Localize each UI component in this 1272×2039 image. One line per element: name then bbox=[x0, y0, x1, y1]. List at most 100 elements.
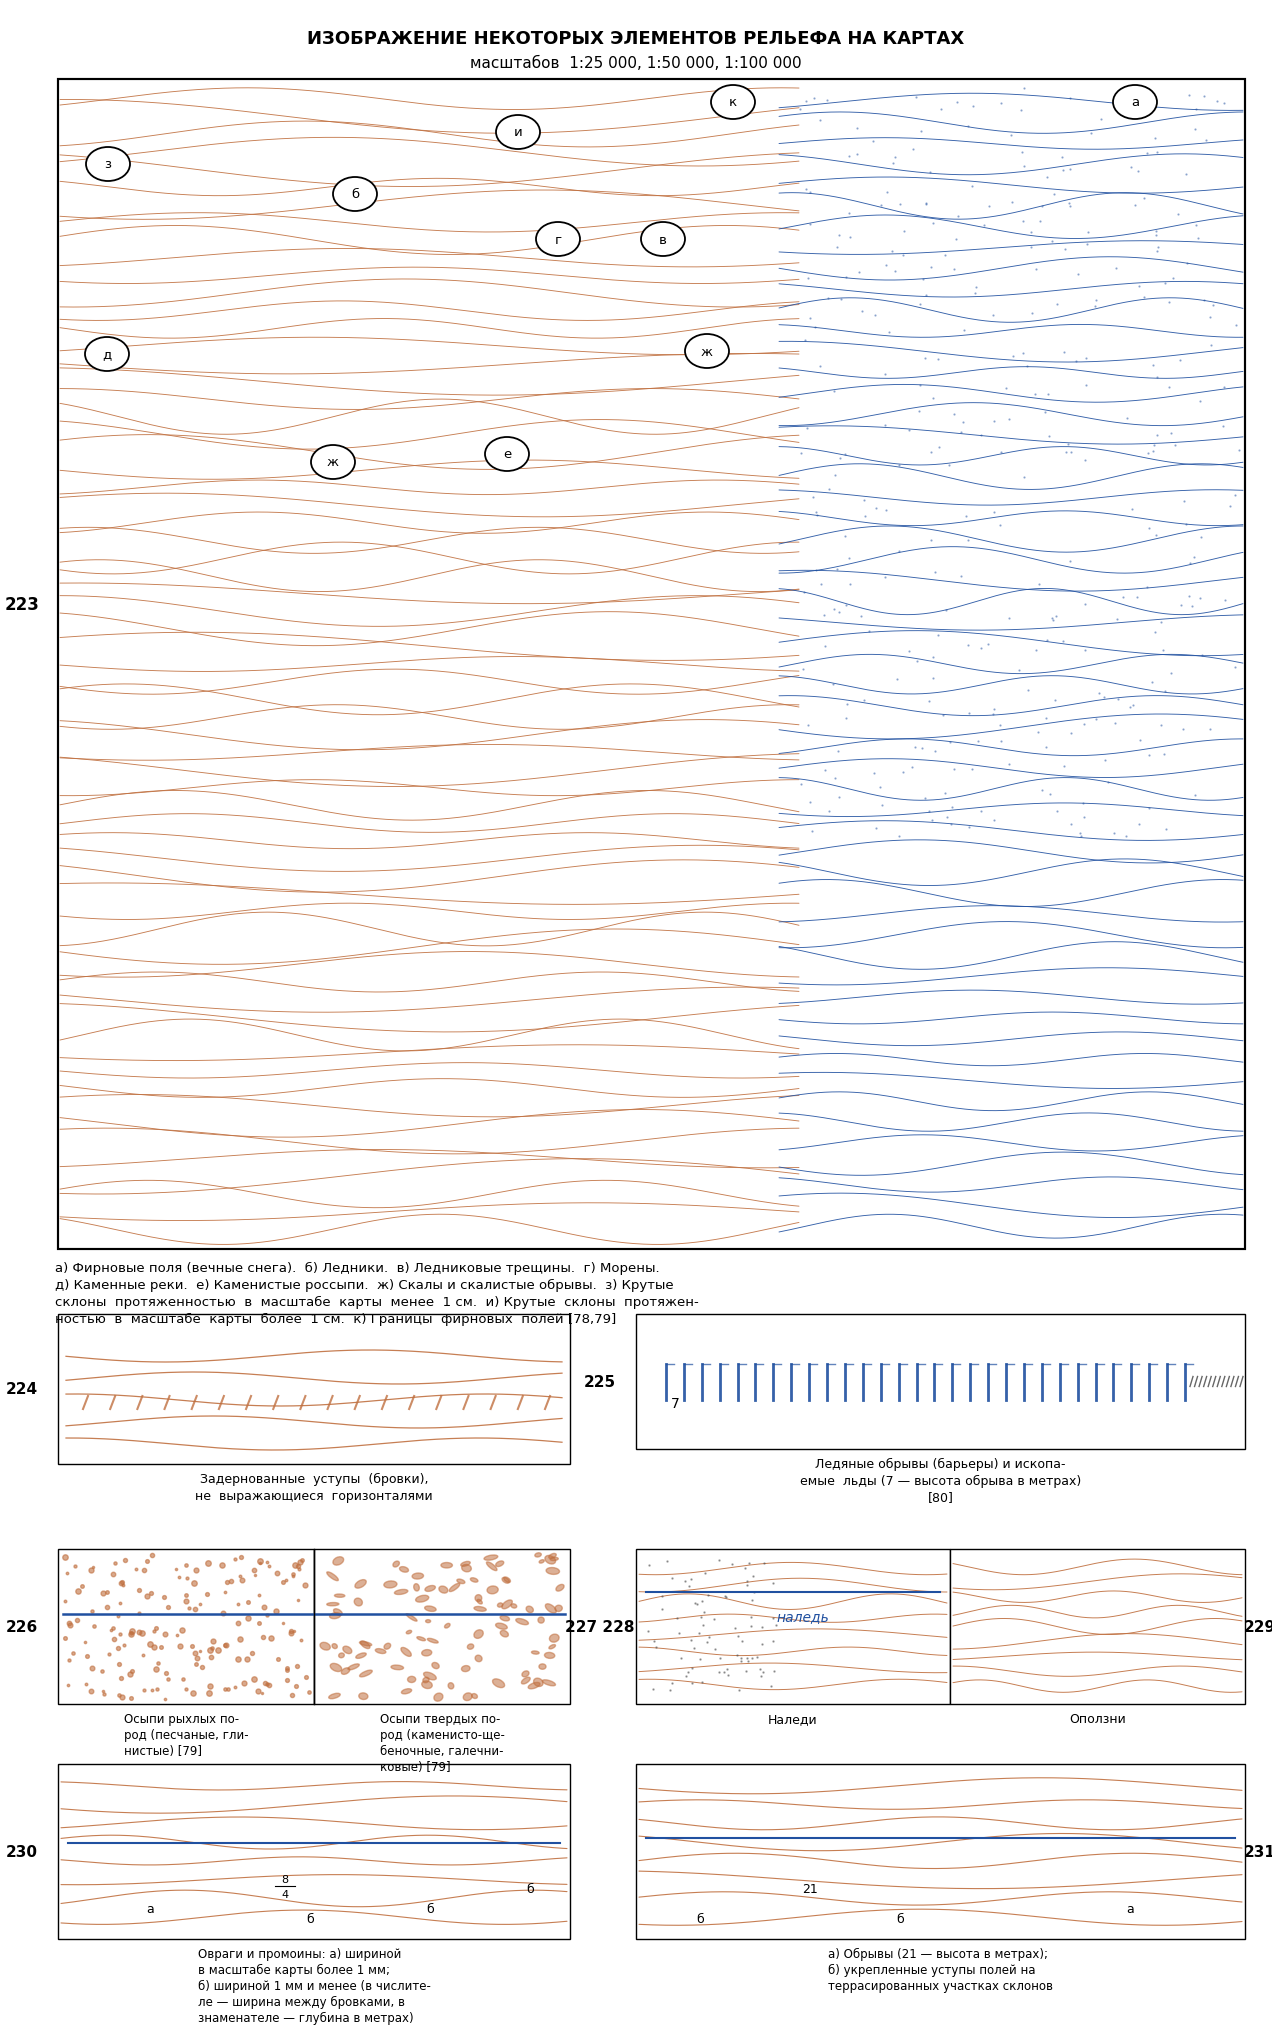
Ellipse shape bbox=[393, 1562, 399, 1568]
Ellipse shape bbox=[356, 1654, 366, 1658]
Ellipse shape bbox=[321, 1643, 331, 1650]
Bar bbox=[59, 1315, 570, 1464]
Ellipse shape bbox=[427, 1639, 438, 1643]
Ellipse shape bbox=[544, 1652, 555, 1658]
Ellipse shape bbox=[412, 1574, 424, 1580]
Text: к: к bbox=[729, 96, 736, 110]
Ellipse shape bbox=[462, 1564, 472, 1572]
Ellipse shape bbox=[544, 1556, 556, 1564]
Text: б: б bbox=[897, 1913, 904, 1925]
Text: 224: 224 bbox=[6, 1382, 38, 1397]
Bar bbox=[59, 1550, 314, 1705]
Ellipse shape bbox=[527, 1607, 533, 1613]
Ellipse shape bbox=[556, 1584, 563, 1590]
Ellipse shape bbox=[335, 1594, 345, 1597]
Text: в: в bbox=[659, 232, 667, 247]
Ellipse shape bbox=[686, 334, 729, 369]
Ellipse shape bbox=[485, 438, 529, 471]
Ellipse shape bbox=[542, 1680, 556, 1686]
Ellipse shape bbox=[422, 1650, 431, 1656]
Ellipse shape bbox=[536, 222, 580, 257]
Ellipse shape bbox=[394, 1590, 408, 1594]
Ellipse shape bbox=[384, 1643, 391, 1650]
Ellipse shape bbox=[501, 1601, 513, 1609]
Ellipse shape bbox=[496, 1562, 504, 1566]
Text: Овраги и промоины: а) шириной
в масштабе карты более 1 мм;
б) шириной 1 мм и мен: Овраги и промоины: а) шириной в масштабе… bbox=[197, 1947, 430, 2025]
Ellipse shape bbox=[449, 1584, 459, 1592]
Text: 231: 231 bbox=[1244, 1843, 1272, 1860]
Text: б: б bbox=[351, 188, 359, 202]
Text: г: г bbox=[555, 232, 561, 247]
Text: б: б bbox=[426, 1902, 434, 1915]
Ellipse shape bbox=[355, 1580, 366, 1588]
Ellipse shape bbox=[407, 1676, 416, 1682]
Ellipse shape bbox=[500, 1615, 510, 1621]
Ellipse shape bbox=[532, 1652, 539, 1654]
Ellipse shape bbox=[338, 1654, 345, 1658]
Bar bbox=[636, 1315, 1245, 1450]
Bar bbox=[636, 1550, 950, 1705]
Ellipse shape bbox=[641, 222, 686, 257]
Ellipse shape bbox=[474, 1607, 486, 1611]
Ellipse shape bbox=[406, 1615, 417, 1621]
Ellipse shape bbox=[462, 1666, 471, 1672]
Ellipse shape bbox=[422, 1680, 432, 1688]
Ellipse shape bbox=[550, 1635, 560, 1641]
Ellipse shape bbox=[476, 1656, 482, 1662]
Ellipse shape bbox=[399, 1566, 408, 1572]
Ellipse shape bbox=[550, 1645, 556, 1650]
Ellipse shape bbox=[457, 1580, 464, 1584]
Ellipse shape bbox=[384, 1580, 397, 1588]
Bar bbox=[950, 1550, 1245, 1705]
Text: а: а bbox=[146, 1902, 154, 1915]
Ellipse shape bbox=[329, 1613, 341, 1619]
Text: е: е bbox=[502, 449, 511, 461]
Ellipse shape bbox=[425, 1586, 435, 1592]
Ellipse shape bbox=[333, 1609, 342, 1615]
Ellipse shape bbox=[463, 1692, 472, 1701]
Bar bbox=[59, 1764, 570, 1939]
Text: 230: 230 bbox=[6, 1843, 38, 1860]
Text: Наледи: Наледи bbox=[768, 1713, 818, 1725]
Text: 8: 8 bbox=[281, 1874, 289, 1884]
Text: б: б bbox=[527, 1882, 534, 1896]
Text: ж: ж bbox=[327, 457, 340, 469]
Ellipse shape bbox=[331, 1664, 342, 1672]
Ellipse shape bbox=[424, 1672, 436, 1680]
Ellipse shape bbox=[439, 1586, 448, 1592]
Text: з: з bbox=[104, 159, 112, 171]
Text: ИЗОБРАЖЕНИЕ НЕКОТОРЫХ ЭЛЕМЕНТОВ РЕЛЬЕФА НА КАРТАХ: ИЗОБРАЖЕНИЕ НЕКОТОРЫХ ЭЛЕМЕНТОВ РЕЛЬЕФА … bbox=[308, 31, 964, 49]
Ellipse shape bbox=[86, 149, 130, 181]
Ellipse shape bbox=[711, 86, 756, 120]
Ellipse shape bbox=[1113, 86, 1158, 120]
Ellipse shape bbox=[406, 1631, 412, 1633]
Ellipse shape bbox=[432, 1662, 439, 1668]
Ellipse shape bbox=[444, 1623, 450, 1629]
Ellipse shape bbox=[417, 1637, 426, 1641]
Ellipse shape bbox=[546, 1568, 560, 1574]
Ellipse shape bbox=[425, 1607, 436, 1611]
Ellipse shape bbox=[539, 1664, 546, 1670]
Text: а: а bbox=[1131, 96, 1138, 110]
Text: Оползни: Оползни bbox=[1070, 1713, 1126, 1725]
Ellipse shape bbox=[402, 1688, 412, 1694]
Bar bbox=[314, 1550, 570, 1705]
Ellipse shape bbox=[496, 116, 541, 151]
Ellipse shape bbox=[487, 1586, 499, 1594]
Ellipse shape bbox=[422, 1678, 429, 1682]
Ellipse shape bbox=[548, 1554, 556, 1558]
Text: масштабов  1:25 000, 1:50 000, 1:100 000: масштабов 1:25 000, 1:50 000, 1:100 000 bbox=[471, 55, 801, 71]
Ellipse shape bbox=[441, 1562, 453, 1568]
Text: ж: ж bbox=[701, 345, 714, 359]
Ellipse shape bbox=[477, 1599, 482, 1605]
Ellipse shape bbox=[528, 1682, 541, 1688]
Text: д: д bbox=[102, 349, 112, 361]
Ellipse shape bbox=[472, 1694, 477, 1698]
Ellipse shape bbox=[426, 1619, 431, 1623]
Text: а) Обрывы (21 — высота в метрах);
б) укрепленные уступы полей на
террасированных: а) Обрывы (21 — высота в метрах); б) укр… bbox=[828, 1947, 1053, 1992]
Text: и: и bbox=[514, 126, 523, 139]
Ellipse shape bbox=[328, 1694, 340, 1698]
Ellipse shape bbox=[349, 1664, 359, 1670]
Ellipse shape bbox=[327, 1572, 338, 1580]
Text: Осыпи рыхлых по-
род (песчаные, гли-
нистые) [79]: Осыпи рыхлых по- род (песчаные, гли- нис… bbox=[123, 1713, 248, 1758]
